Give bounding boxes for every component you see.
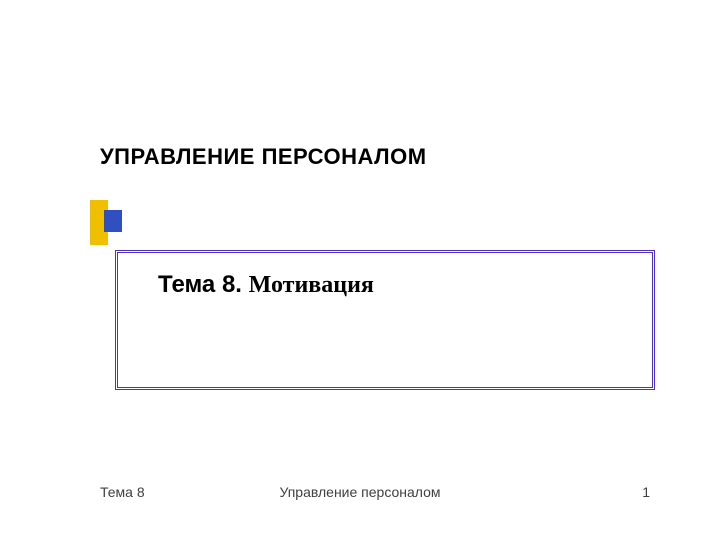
accent-decoration <box>90 200 122 245</box>
slide: УПРАВЛЕНИЕ ПЕРСОНАЛОМ Тема 8. Мотивация … <box>0 0 720 540</box>
footer-left: Тема 8 <box>100 484 145 500</box>
content-box: Тема 8. Мотивация <box>115 250 655 390</box>
accent-blue-bar <box>104 210 122 232</box>
slide-title: УПРАВЛЕНИЕ ПЕРСОНАЛОМ <box>100 144 427 170</box>
theme-name: Мотивация <box>249 272 374 298</box>
content-text: Тема 8. Мотивация <box>158 271 374 299</box>
footer-center: Управление персоналом <box>279 484 440 500</box>
footer-right: 1 <box>642 484 650 500</box>
footer: Тема 8 Управление персоналом 1 <box>0 484 720 508</box>
theme-prefix: Тема 8. <box>158 271 242 298</box>
